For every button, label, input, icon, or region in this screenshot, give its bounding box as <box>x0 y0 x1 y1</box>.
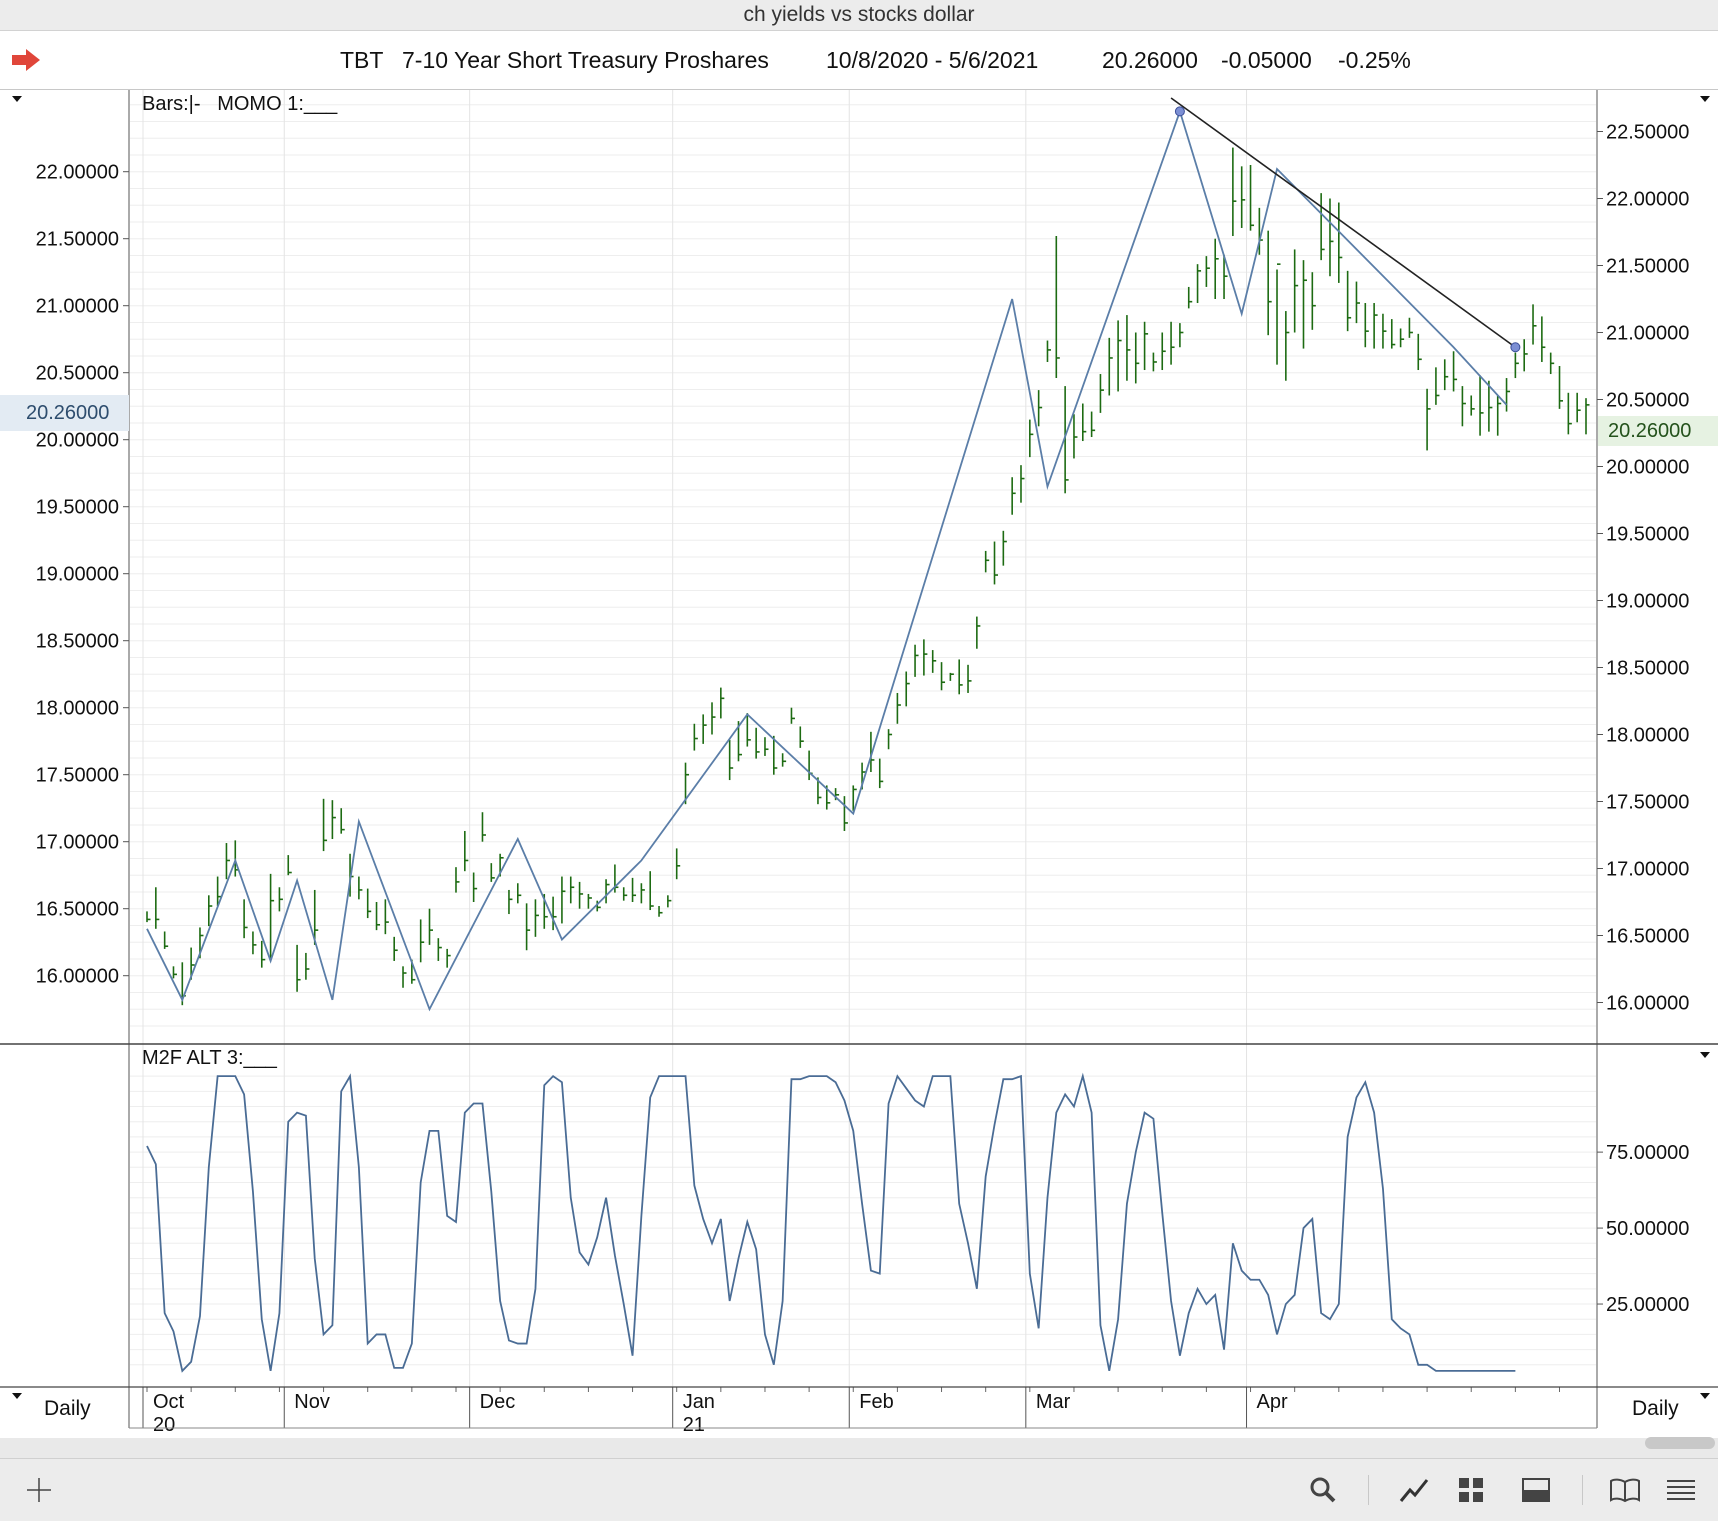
x-axis-month-label: Mar <box>1036 1391 1071 1413</box>
right-axis-tick: 19.50000 <box>1606 524 1689 546</box>
symbol-label: TBT <box>340 47 384 73</box>
left-axis-tick: 19.00000 <box>36 564 119 586</box>
left-axis-tick: 20.00000 <box>36 430 119 452</box>
chart-line-icon[interactable] <box>1397 1473 1431 1507</box>
left-axis-menu-icon[interactable] <box>12 96 22 104</box>
x-axis-month-label: Apr <box>1257 1391 1288 1413</box>
periodicity-right[interactable]: Daily <box>1632 1397 1679 1420</box>
left-axis-tick: 20.50000 <box>36 363 119 385</box>
right-axis-menu-icon[interactable] <box>1700 96 1710 104</box>
price-change-pct: -0.25% <box>1338 47 1411 73</box>
trendline-anchor-point <box>1510 342 1521 353</box>
right-axis-tick: 22.00000 <box>1606 189 1689 211</box>
oscillator-axis-tick: 25.00000 <box>1606 1294 1689 1316</box>
right-axis-tick: 22.50000 <box>1606 122 1689 144</box>
search-icon[interactable] <box>1306 1473 1340 1507</box>
right-current-price-label: 20.26000 <box>1598 416 1718 446</box>
right-axis-tick: 18.00000 <box>1606 725 1689 747</box>
right-axis-tick: 21.50000 <box>1606 256 1689 278</box>
x-axis-month-label: Nov <box>294 1391 330 1413</box>
periodicity-menu-icon[interactable] <box>12 1393 22 1401</box>
last-price: 20.26000 <box>1102 47 1198 73</box>
trend-line <box>1170 97 1516 348</box>
price-indicator-label: Bars:|- MOMO 1:___ <box>142 93 338 115</box>
x-axis-month-label: Oct <box>153 1391 185 1413</box>
x-axis-month-label: Dec <box>480 1391 516 1413</box>
x-axis-month-label: Feb <box>859 1391 893 1413</box>
x-axis-year-label: 20 <box>153 1414 175 1436</box>
window-title: ch yields vs stocks dollar <box>0 0 1718 31</box>
left-axis-tick: 16.00000 <box>36 966 119 988</box>
left-axis-tick: 22.00000 <box>36 162 119 184</box>
oscillator-line <box>146 1072 1516 1373</box>
x-axis-year-label: 21 <box>683 1414 705 1436</box>
grid-icon[interactable] <box>1454 1473 1488 1507</box>
right-axis-tick: 17.50000 <box>1606 792 1689 814</box>
right-axis-tick: 21.00000 <box>1606 323 1689 345</box>
right-axis-tick: 18.50000 <box>1606 658 1689 680</box>
left-axis-tick: 17.50000 <box>36 765 119 787</box>
right-axis-tick: 19.00000 <box>1606 591 1689 613</box>
right-axis-tick: 20.50000 <box>1606 390 1689 412</box>
left-axis-tick: 17.00000 <box>36 832 119 854</box>
left-axis-tick: 16.50000 <box>36 899 119 921</box>
list-menu-icon[interactable] <box>1664 1473 1698 1507</box>
right-axis-tick: 16.50000 <box>1606 926 1689 948</box>
symbol-info-bar: TBT 7-10 Year Short Treasury Proshares 1… <box>0 31 1718 90</box>
left-axis-tick: 18.50000 <box>36 631 119 653</box>
left-axis-tick: 19.50000 <box>36 497 119 519</box>
periodicity-left[interactable]: Daily <box>44 1397 91 1420</box>
price-chart[interactable]: 16.00000 16.50000 17.00000 17.50000 18.00000… <box>0 90 1718 1438</box>
x-axis-month-label: Jan <box>683 1391 715 1413</box>
oscillator-indicator-label: M2F ALT 3:___ <box>142 1047 277 1069</box>
right-axis-tick: 16.00000 <box>1606 993 1689 1015</box>
bottom-toolbar <box>0 1458 1718 1521</box>
right-axis-tick: 17.00000 <box>1606 859 1689 881</box>
oscillator-menu-icon[interactable] <box>1700 1052 1710 1060</box>
book-icon[interactable] <box>1608 1473 1642 1507</box>
right-axis-tick: 20.00000 <box>1606 457 1689 479</box>
panel-layout-icon[interactable] <box>1519 1473 1553 1507</box>
left-axis-tick: 21.00000 <box>36 296 119 318</box>
left-axis-tick: 18.00000 <box>36 698 119 720</box>
periodicity-right-menu-icon[interactable] <box>1700 1393 1710 1401</box>
price-bars <box>146 147 1590 1006</box>
momo-line <box>146 108 1508 1012</box>
symbol-name: 7-10 Year Short Treasury Proshares <box>402 47 769 73</box>
date-range: 10/8/2020 - 5/6/2021 <box>826 47 1039 73</box>
add-icon[interactable] <box>22 1473 56 1507</box>
left-current-price-label: 20.26000 <box>0 395 129 431</box>
price-change: -0.05000 <box>1221 47 1312 73</box>
red-arrow-icon[interactable] <box>12 49 40 71</box>
oscillator-axis-tick: 75.00000 <box>1606 1142 1689 1164</box>
left-axis-tick: 21.50000 <box>36 229 119 251</box>
trendline-anchor-point <box>1174 106 1185 117</box>
horizontal-scrollbar-thumb[interactable] <box>1645 1437 1715 1449</box>
oscillator-axis-tick: 50.00000 <box>1606 1218 1689 1240</box>
